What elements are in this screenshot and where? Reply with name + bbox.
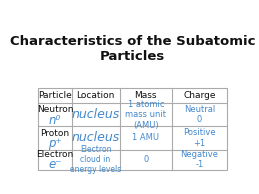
Text: p⁺: p⁺ xyxy=(48,137,62,150)
Text: Electron
cloud in
energy levels: Electron cloud in energy levels xyxy=(70,145,121,174)
Text: Proton: Proton xyxy=(40,129,69,138)
Text: nucleus: nucleus xyxy=(71,108,120,121)
Text: 0: 0 xyxy=(143,155,148,164)
Text: Location: Location xyxy=(76,91,115,100)
Text: nucleus: nucleus xyxy=(71,131,120,144)
Text: Positive
+1: Positive +1 xyxy=(183,128,216,148)
Text: Mass: Mass xyxy=(134,91,157,100)
Text: 1 AMU: 1 AMU xyxy=(132,133,159,142)
Text: Particles: Particles xyxy=(100,50,165,63)
Text: Negative
-1: Negative -1 xyxy=(181,150,219,169)
Text: n⁰: n⁰ xyxy=(49,113,61,126)
Text: Charge: Charge xyxy=(183,91,216,100)
Text: Particle: Particle xyxy=(38,91,72,100)
Text: Neutral
0: Neutral 0 xyxy=(184,105,215,125)
Text: Neutron: Neutron xyxy=(37,106,73,114)
Text: Electron: Electron xyxy=(36,150,74,159)
Text: e⁻: e⁻ xyxy=(48,158,62,171)
Bar xyxy=(38,88,227,170)
Text: 1 atomic
mass unit
(AMU): 1 atomic mass unit (AMU) xyxy=(125,100,166,130)
Text: Characteristics of the Subatomic: Characteristics of the Subatomic xyxy=(10,35,255,48)
